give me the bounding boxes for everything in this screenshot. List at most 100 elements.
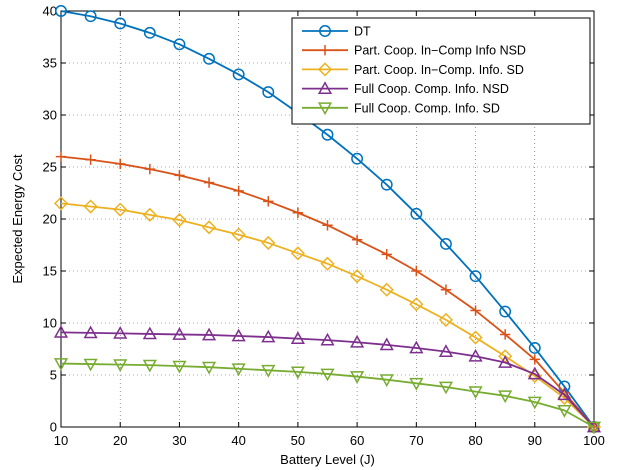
data-point-triangle-up bbox=[468, 348, 483, 362]
legend-label: Full Coop. Comp. Info. NSD bbox=[354, 82, 509, 96]
data-point-triangle-up bbox=[438, 344, 454, 357]
y-tick-label: 25 bbox=[43, 160, 57, 175]
data-point-plus bbox=[381, 249, 392, 260]
data-point-diamond bbox=[231, 227, 246, 242]
data-point-triangle-down bbox=[290, 366, 305, 380]
data-point-circle bbox=[321, 128, 334, 141]
data-point-circle bbox=[143, 26, 156, 39]
data-point-diamond bbox=[317, 62, 333, 77]
data-point-circle bbox=[410, 207, 423, 220]
y-tick-label: 10 bbox=[43, 316, 57, 331]
series-1 bbox=[55, 151, 600, 433]
data-point-plus bbox=[85, 154, 96, 165]
data-point-triangle-up bbox=[498, 355, 513, 368]
data-point-plus bbox=[319, 45, 331, 56]
data-point-diamond bbox=[468, 330, 483, 345]
series-line bbox=[60, 155, 595, 428]
data-point-triangle-down bbox=[438, 381, 454, 395]
data-point-triangle-up bbox=[231, 328, 246, 342]
data-point-triangle-up bbox=[527, 366, 542, 380]
legend-entry: Full Coop. Comp. Info. NSD bbox=[302, 81, 509, 96]
data-point-triangle-up bbox=[350, 334, 365, 348]
data-point-triangle-up bbox=[409, 340, 424, 354]
series-4 bbox=[53, 358, 602, 435]
data-point-plus bbox=[499, 329, 511, 340]
series-3 bbox=[53, 325, 602, 433]
data-point-circle bbox=[114, 17, 127, 30]
x-tick-label: 30 bbox=[172, 433, 186, 448]
data-point-circle bbox=[469, 270, 482, 283]
data-point-triangle-down bbox=[350, 371, 365, 384]
data-point-diamond bbox=[290, 246, 305, 261]
data-point-plus bbox=[263, 196, 274, 207]
data-point-triangle-down bbox=[527, 396, 542, 410]
data-point-plus bbox=[144, 163, 156, 175]
data-point-circle bbox=[528, 342, 541, 354]
legend-entry: Full Coop. Comp. Info. SD bbox=[302, 101, 500, 115]
data-point-triangle-down bbox=[409, 377, 424, 391]
data-point-diamond bbox=[261, 235, 276, 250]
legend-entry: Part. Coop. In−Comp Info NSD bbox=[302, 44, 526, 58]
data-point-diamond bbox=[172, 212, 187, 228]
series-line bbox=[60, 362, 595, 428]
data-point-triangle-up bbox=[261, 329, 276, 343]
data-point-diamond bbox=[83, 199, 98, 214]
data-point-triangle-up bbox=[557, 387, 572, 401]
series-line bbox=[60, 10, 595, 428]
data-point-triangle-down bbox=[379, 374, 394, 388]
x-tick-label: 10 bbox=[54, 433, 68, 448]
data-point-circle bbox=[351, 152, 364, 165]
data-point-diamond bbox=[438, 312, 454, 327]
x-tick-label: 90 bbox=[528, 433, 542, 448]
data-point-diamond bbox=[201, 220, 217, 235]
legend-label: Part. Coop. In−Comp. Info. SD bbox=[354, 63, 524, 77]
x-tick-label: 60 bbox=[350, 433, 364, 448]
x-axis-title: Battery Level (J) bbox=[280, 452, 375, 467]
data-point-circle bbox=[203, 52, 216, 65]
data-point-triangle-down bbox=[231, 363, 246, 377]
data-point-plus bbox=[440, 284, 452, 295]
data-point-circle bbox=[84, 10, 97, 23]
data-point-triangle-down bbox=[261, 364, 276, 378]
data-point-triangle-down bbox=[201, 361, 217, 375]
legend-entry: Part. Coop. In−Comp. Info. SD bbox=[302, 62, 524, 77]
x-tick-label: 40 bbox=[231, 433, 245, 448]
data-point-triangle-down bbox=[468, 386, 483, 399]
data-point-circle bbox=[499, 305, 512, 318]
data-point-plus bbox=[322, 220, 333, 231]
data-point-diamond bbox=[53, 196, 69, 211]
data-series bbox=[53, 5, 602, 435]
data-point-triangle-up bbox=[142, 326, 157, 340]
y-tick-label: 40 bbox=[43, 4, 57, 19]
y-tick-label: 0 bbox=[50, 420, 57, 435]
data-point-circle bbox=[439, 238, 452, 250]
data-point-triangle-up bbox=[113, 326, 128, 339]
data-point-triangle-down bbox=[317, 102, 333, 116]
data-point-plus bbox=[55, 151, 67, 162]
data-point-triangle-up bbox=[201, 327, 217, 341]
x-tick-label: 70 bbox=[409, 433, 423, 448]
data-point-plus bbox=[411, 265, 422, 277]
data-point-plus bbox=[470, 305, 481, 316]
data-point-plus bbox=[233, 185, 244, 197]
y-tick-label: 30 bbox=[43, 108, 57, 123]
data-point-diamond bbox=[350, 269, 365, 284]
legend-box bbox=[291, 17, 591, 125]
data-point-triangle-up bbox=[320, 332, 335, 346]
data-point-plus bbox=[174, 170, 185, 181]
legend: DT Part. Coop. In−Comp Info NSD Part. Coop… bbox=[291, 17, 591, 125]
series-line bbox=[60, 202, 595, 428]
x-axis-tick-labels: 10 20 30 40 50 60 70 80 90 100 bbox=[54, 433, 605, 448]
y-tick-label: 35 bbox=[43, 56, 57, 71]
y-tick-label: 20 bbox=[43, 212, 57, 227]
y-axis-tick-labels: 0 5 10 15 20 25 30 35 40 bbox=[43, 4, 57, 435]
legend-entry: DT bbox=[302, 25, 371, 39]
data-point-plus bbox=[351, 234, 363, 245]
data-point-triangle-down bbox=[557, 404, 572, 418]
x-tick-label: 80 bbox=[468, 433, 482, 448]
data-point-plus bbox=[115, 158, 126, 170]
x-tick-label: 20 bbox=[113, 433, 127, 448]
data-point-diamond bbox=[409, 297, 424, 312]
